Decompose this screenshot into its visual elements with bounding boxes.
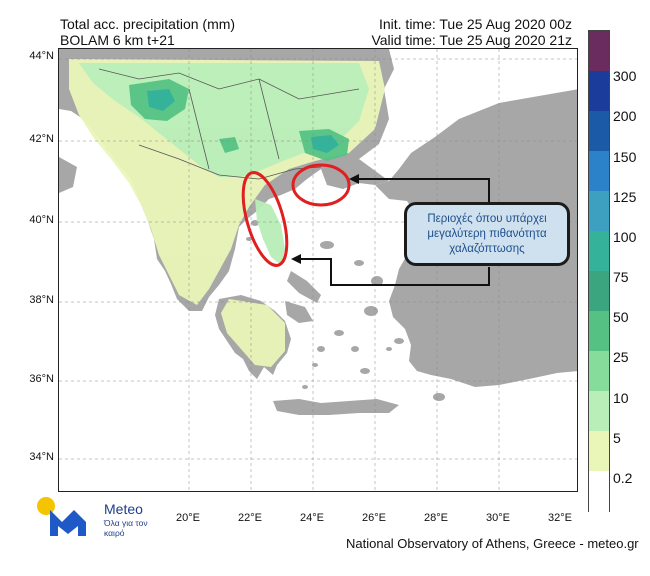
lat-tick-40: 40°N bbox=[29, 214, 54, 226]
colorbar-segment bbox=[589, 71, 609, 112]
map-canvas bbox=[59, 49, 577, 491]
colorbar-segment bbox=[589, 111, 609, 152]
model-label: BOLAM 6 km t+21 bbox=[60, 32, 175, 48]
precipitation-colorbar bbox=[588, 30, 610, 512]
colorbar-label-100: 100 bbox=[613, 229, 637, 245]
colorbar-label-10: 10 bbox=[613, 390, 629, 406]
colorbar-segment bbox=[589, 151, 609, 192]
meteo-logo-icon bbox=[37, 497, 86, 536]
colorbar-label-0-2: 0.2 bbox=[613, 470, 633, 486]
lat-tick-42: 42°N bbox=[29, 133, 54, 145]
lon-tick-30: 30°E bbox=[486, 512, 510, 524]
lon-tick-32: 32°E bbox=[548, 512, 572, 524]
lon-tick-22: 22°E bbox=[238, 512, 262, 524]
lon-tick-24: 24°E bbox=[300, 512, 324, 524]
arrow-head-macedonia bbox=[291, 254, 301, 264]
hail-area-macedonia bbox=[241, 171, 289, 267]
lat-tick-36: 36°N bbox=[29, 373, 54, 385]
colorbar-segment bbox=[589, 471, 609, 512]
credit-text: National Observatory of Athens, Greece -… bbox=[346, 536, 639, 551]
italy-heel bbox=[59, 157, 77, 193]
colorbar-segment bbox=[589, 271, 609, 312]
valid-time: Valid time: Tue 25 Aug 2020 21z bbox=[371, 32, 572, 48]
colorbar-label-75: 75 bbox=[613, 269, 629, 285]
init-time: Init. time: Tue 25 Aug 2020 00z bbox=[378, 16, 572, 32]
colorbar-segment bbox=[589, 191, 609, 232]
colorbar-segment bbox=[589, 391, 609, 432]
colorbar-label-50: 50 bbox=[613, 309, 629, 325]
callout-arrows bbox=[297, 178, 490, 286]
colorbar-label-200: 200 bbox=[613, 108, 637, 124]
colorbar-segment bbox=[589, 31, 609, 72]
aegean-islands bbox=[246, 220, 445, 401]
colorbar-label-25: 25 bbox=[613, 349, 629, 365]
colorbar-segment bbox=[589, 231, 609, 272]
colorbar-label-150: 150 bbox=[613, 149, 637, 165]
lat-tick-44: 44°N bbox=[29, 50, 54, 62]
lat-tick-38: 38°N bbox=[29, 294, 54, 306]
country-borders bbox=[98, 68, 360, 180]
crete-island bbox=[273, 399, 399, 415]
arrow-head-thrace bbox=[349, 174, 359, 184]
lon-tick-20: 20°E bbox=[176, 512, 200, 524]
lon-tick-26: 26°E bbox=[362, 512, 386, 524]
colorbar-label-300: 300 bbox=[613, 68, 637, 84]
precipitation-map bbox=[58, 48, 578, 492]
lon-tick-28: 28°E bbox=[424, 512, 448, 524]
colorbar-label-5: 5 bbox=[613, 430, 621, 446]
hail-area-thrace bbox=[291, 163, 351, 207]
colorbar-segment bbox=[589, 311, 609, 352]
attica-land bbox=[285, 301, 313, 323]
meteo-brand: Meteo bbox=[104, 501, 143, 517]
lat-tick-34: 34°N bbox=[29, 451, 54, 463]
thrace-land bbox=[321, 159, 389, 189]
meteo-slogan: Όλα για τον καιρό bbox=[104, 518, 148, 538]
map-title: Total acc. precipitation (mm) bbox=[60, 16, 236, 32]
precip-very-heavy bbox=[147, 89, 339, 153]
hail-callout: Περιοχές όπου υπάρχει μεγαλύτερη πιθανότ… bbox=[404, 202, 570, 266]
graticule bbox=[59, 49, 577, 491]
colorbar-segment bbox=[589, 351, 609, 392]
evia-island bbox=[287, 271, 321, 303]
colorbar-label-125: 125 bbox=[613, 189, 637, 205]
colorbar-segment bbox=[589, 431, 609, 472]
